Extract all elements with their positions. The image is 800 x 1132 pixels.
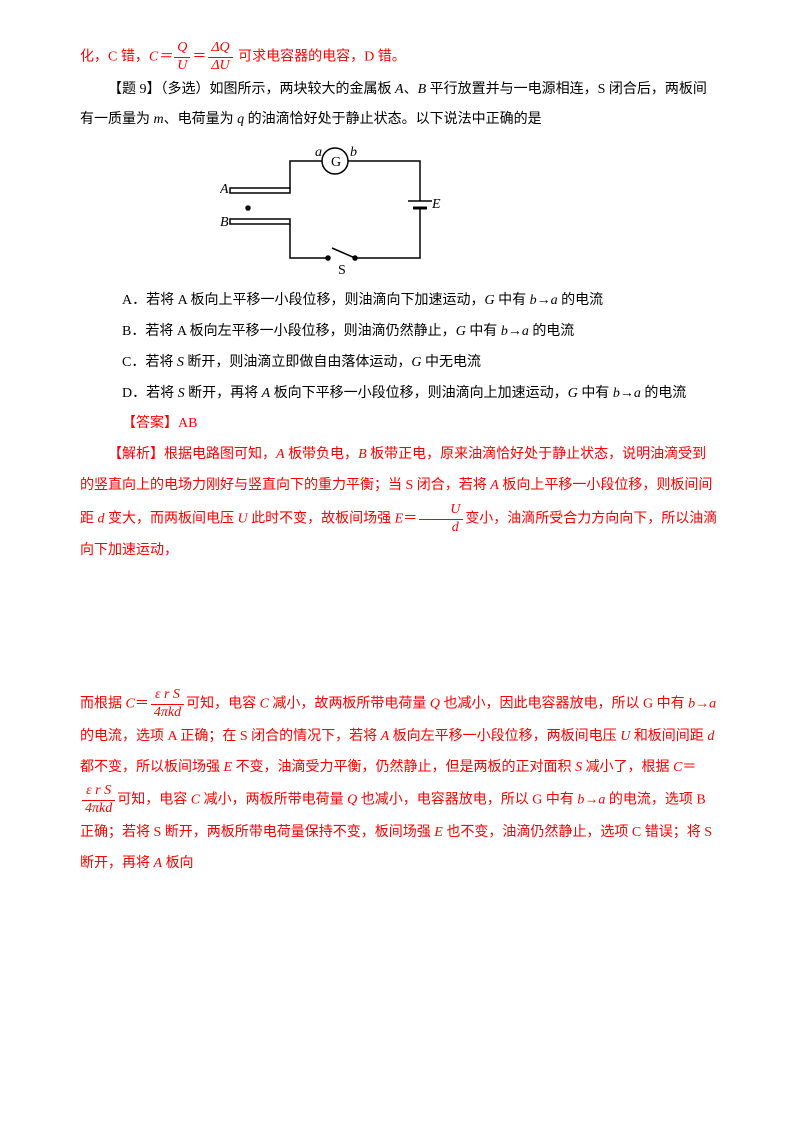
question-9: 【题 9】（多选）如图所示，两块较大的金属板 A、B 平行放置并与一电源相连，S… bbox=[80, 75, 720, 137]
page-gap bbox=[80, 567, 720, 687]
explanation-part1: 【解析】根据电路图可知，A 板带负电，B 板带正电，原来油滴恰好处于静止状态，说… bbox=[80, 440, 720, 567]
explanation-part2: 而根据 C＝ε r S4πkd可知，电容 C 减小，故两板所带电荷量 Q 也减小… bbox=[80, 687, 720, 879]
option-d: D．若将 S 断开，再将 A 板向下平移一小段位移，则油滴向上加速运动，G 中有… bbox=[80, 379, 720, 410]
option-c: C．若将 S 断开，则油滴立即做自由落体运动，G 中无电流 bbox=[80, 348, 720, 379]
option-b: B．若将 A 板向左平移一小段位移，则油滴仍然静止，G 中有 b→a 的电流 bbox=[80, 317, 720, 348]
plate-b-label: B bbox=[220, 215, 229, 230]
answer-label: 【答案】 bbox=[122, 416, 178, 431]
explanation-label: 【解析】 bbox=[108, 447, 164, 462]
answer: 【答案】AB bbox=[80, 409, 720, 440]
label-a: a bbox=[315, 146, 322, 160]
emf-label: E bbox=[431, 197, 441, 212]
continuation-line: 化，C 错，C＝QU＝ΔQΔU 可求电容器的电容，D 错。 bbox=[80, 40, 720, 75]
circuit-diagram: a b G A B E S bbox=[220, 146, 450, 276]
page: 化，C 错，C＝QU＝ΔQΔU 可求电容器的电容，D 错。 【题 9】（多选）如… bbox=[0, 0, 800, 920]
question-label: 【题 9】 bbox=[108, 82, 161, 97]
switch-label: S bbox=[338, 263, 346, 276]
option-a: A．若将 A 板向上平移一小段位移，则油滴向下加速运动，G 中有 b→a 的电流 bbox=[80, 286, 720, 317]
label-b: b bbox=[350, 146, 357, 160]
galvanometer-label: G bbox=[331, 155, 341, 170]
plate-a-label: A bbox=[220, 182, 229, 197]
